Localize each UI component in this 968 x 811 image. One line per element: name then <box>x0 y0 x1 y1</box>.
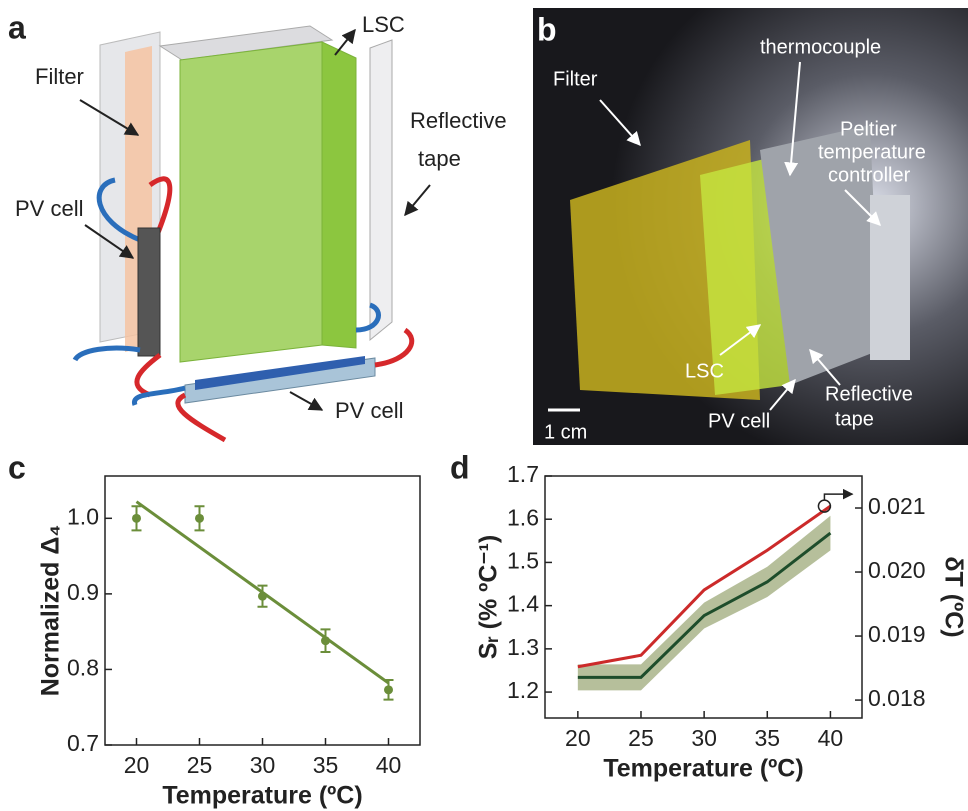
annotation: LSC <box>685 360 724 382</box>
annotation: thermocouple <box>760 36 881 58</box>
figure: a Filter LSC Reflective tape PV cell PV … <box>0 0 968 811</box>
panel-label: a <box>8 9 26 45</box>
x-tick-label: 25 <box>628 725 654 751</box>
annotation: controller <box>828 164 911 186</box>
y-tick-label: 1.7 <box>507 461 539 487</box>
annotation: PV cell <box>335 398 403 423</box>
x-tick-label: 35 <box>754 725 780 751</box>
error-band <box>578 516 831 691</box>
y2-tick-label: 0.020 <box>868 557 926 583</box>
annotation: PV cell <box>15 196 83 221</box>
annotation: PV cell <box>708 410 770 432</box>
x-tick-label: 25 <box>187 752 213 778</box>
y2-tick-label: 0.018 <box>868 685 926 711</box>
wire <box>75 348 140 360</box>
x-axis-label: Temperature (ºC) <box>603 755 803 783</box>
x-tick-label: 20 <box>124 752 150 778</box>
wire <box>375 330 412 365</box>
y-tick-label: 1.2 <box>507 677 539 703</box>
lsc-side <box>322 42 356 348</box>
annotation: temperature <box>818 141 926 163</box>
panel-label: c <box>8 449 26 485</box>
annotation: tape <box>835 408 874 430</box>
chart: d 20 25 30 35 40 1.2 1.3 1.4 1.5 1.6 1.7 0.018 0.019 0… <box>450 449 967 782</box>
annotation: Reflective <box>825 383 913 405</box>
annotation: Filter <box>35 64 84 89</box>
y-tick-label: 1.0 <box>67 503 99 529</box>
panel-label: d <box>450 449 470 485</box>
data-point <box>132 514 141 523</box>
annotation: Peltier <box>840 118 897 140</box>
reflective-tape <box>370 40 392 340</box>
arrow <box>290 392 322 410</box>
data-point <box>195 514 204 523</box>
panel-a: a Filter LSC Reflective tape PV cell PV … <box>8 9 507 440</box>
arrow <box>335 30 355 55</box>
y2-tick-label: 0.021 <box>868 493 926 519</box>
annotation: 1 cm <box>544 421 587 443</box>
annotation: LSC <box>362 12 405 37</box>
arrow <box>405 185 430 215</box>
panel-b: b Filter thermocouple Peltier temperatur… <box>533 8 968 445</box>
y-tick-label: 1.4 <box>507 591 539 617</box>
data-point <box>384 685 393 694</box>
axis-indicator-arrow <box>824 494 852 500</box>
pv-cell-side <box>138 228 160 356</box>
data-line <box>578 506 831 667</box>
x-tick-label: 20 <box>565 725 591 751</box>
plot-frame <box>105 476 420 745</box>
data-point <box>321 636 330 645</box>
y-tick-label: 1.3 <box>507 634 539 660</box>
x-axis-label: Temperature (ºC) <box>162 782 362 810</box>
charts: c 20 25 30 35 40 0.7 0.8 0.9 1.0 Temperature (ºC) N… <box>8 449 967 809</box>
x-tick-label: 30 <box>691 725 717 751</box>
y-tick-label: 0.9 <box>67 579 99 605</box>
y-tick-label: 1.6 <box>507 504 539 530</box>
y-tick-label: 1.5 <box>507 548 539 574</box>
lsc-front <box>180 42 322 362</box>
annotation: tape <box>418 146 461 171</box>
y2-tick-label: 0.019 <box>868 621 926 647</box>
y-tick-label: 0.7 <box>67 730 99 756</box>
annotation: Reflective <box>410 108 507 133</box>
x-tick-label: 40 <box>818 725 844 751</box>
chart: c 20 25 30 35 40 0.7 0.8 0.9 1.0 Temperature (ºC) N… <box>8 449 420 809</box>
annotation: Filter <box>553 68 598 90</box>
x-tick-label: 35 <box>313 752 339 778</box>
x-tick-label: 40 <box>376 752 402 778</box>
y-axis-label: Sᵣ (% ºC⁻¹) <box>475 535 503 659</box>
y2-axis-label: δT (ºC) <box>939 556 967 637</box>
wire <box>137 355 160 395</box>
x-tick-label: 30 <box>250 752 276 778</box>
y-tick-label: 0.8 <box>67 655 99 681</box>
data-point <box>258 592 267 601</box>
y-axis-label: Normalized Δ₄ <box>37 525 65 697</box>
panel-label: b <box>537 11 557 47</box>
